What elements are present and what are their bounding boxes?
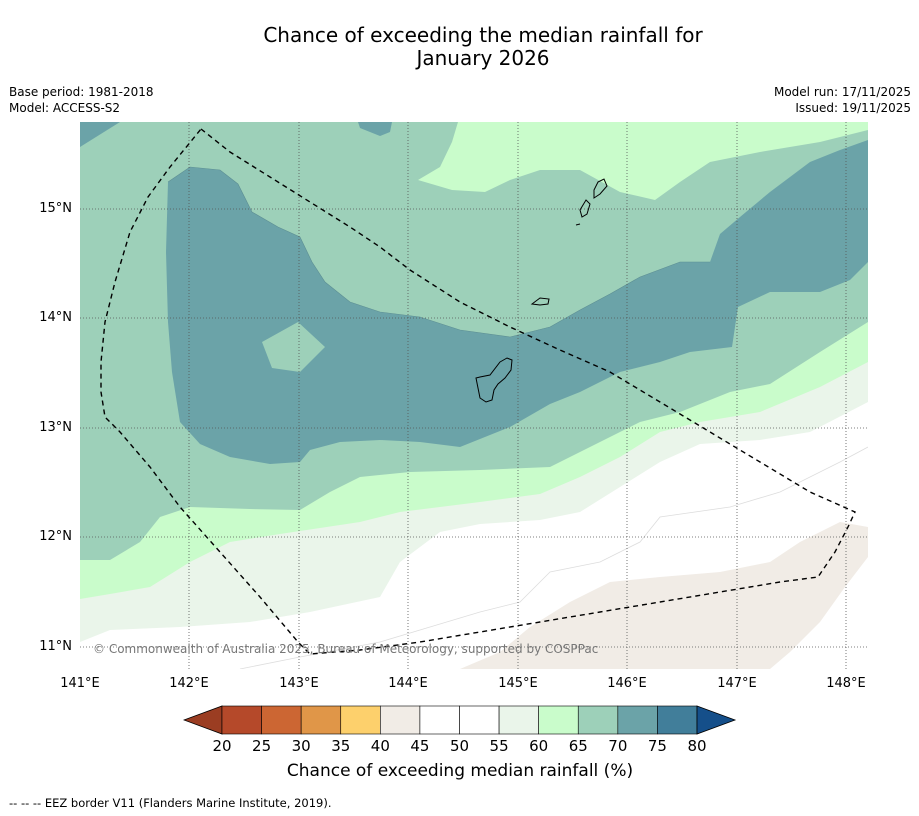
colorbar-tick-label: 80 xyxy=(687,737,707,755)
colorbar-tick-label: 55 xyxy=(489,737,509,755)
contour-70-outline xyxy=(167,166,710,338)
colorbar-cell xyxy=(577,705,619,735)
contour-line-a xyxy=(239,446,868,669)
map-title-line2: January 2026 xyxy=(416,46,550,70)
lon-label-141e: 141°E xyxy=(60,676,100,691)
colorbar-tick-label: 50 xyxy=(449,737,470,755)
colorbar-cells xyxy=(221,705,698,735)
lon-label-144e: 144°E xyxy=(388,676,428,691)
lon-label-146e: 146°E xyxy=(607,676,647,691)
colorbar-under-arrow xyxy=(183,705,223,735)
lat-label-12n: 12°N xyxy=(39,529,72,544)
rainfall-map: © Commonwealth of Australia 2025, Bureau… xyxy=(80,122,868,669)
lat-label-15n: 15°N xyxy=(39,201,72,216)
zone-70-75-patch xyxy=(358,122,392,136)
colorbar-tick-label: 75 xyxy=(647,737,667,755)
colorbar-cell xyxy=(617,705,658,735)
map-title-line1: Chance of exceeding the median rainfall … xyxy=(263,23,703,47)
rota-island xyxy=(530,297,550,306)
colorbar xyxy=(183,705,737,735)
lon-label-142e: 142°E xyxy=(169,676,209,691)
colorbar-tick-label: 70 xyxy=(608,737,628,755)
colorbar-tick-label: 35 xyxy=(331,737,351,755)
issued-text: Issued: 19/11/2025 xyxy=(795,101,911,115)
colorbar-tick-label: 30 xyxy=(291,737,311,755)
colorbar-cell xyxy=(657,705,698,735)
model-run-text: Model run: 17/11/2025 xyxy=(773,85,911,99)
lon-label-143e: 143°E xyxy=(279,676,319,691)
colorbar-cell xyxy=(459,705,500,735)
lon-label-148e: 148°E xyxy=(826,676,866,691)
colorbar-cell xyxy=(300,705,342,735)
zone-40-45 xyxy=(460,522,868,669)
colorbar-tick-label: 60 xyxy=(529,737,549,755)
base-period-text: Base period: 1981-2018 xyxy=(9,85,154,99)
colorbar-tick-label: 45 xyxy=(410,737,430,755)
colorbar-cell xyxy=(419,705,460,735)
colorbar-cell xyxy=(498,705,539,735)
eez-footnote: -- -- -- EEZ border V11 (Flanders Marine… xyxy=(9,796,332,810)
aguijan-island xyxy=(575,223,581,226)
gridlines xyxy=(80,122,868,669)
colorbar-tick-label: 20 xyxy=(212,737,232,755)
copyright-text: © Commonwealth of Australia 2025, Bureau… xyxy=(93,642,598,656)
colorbar-tick-label: 65 xyxy=(568,737,588,755)
colorbar-cell xyxy=(221,705,262,735)
guam-island xyxy=(475,357,513,403)
colorbar-cell xyxy=(538,705,579,735)
lon-label-145e: 145°E xyxy=(498,676,538,691)
colorbar-tick-label: 25 xyxy=(252,737,272,755)
model-text: Model: ACCESS-S2 xyxy=(9,101,121,115)
lon-label-147e: 147°E xyxy=(717,676,757,691)
saipan-island xyxy=(593,178,608,199)
lat-label-14n: 14°N xyxy=(39,310,72,325)
tinian-island xyxy=(579,199,591,218)
colorbar-tick-label: 40 xyxy=(370,737,390,755)
zone-65-70-island xyxy=(262,322,325,372)
colorbar-cell xyxy=(340,705,381,735)
lat-label-13n: 13°N xyxy=(39,420,72,435)
colorbar-cell xyxy=(261,705,302,735)
lat-label-11n: 11°N xyxy=(39,639,72,654)
colorbar-over-arrow xyxy=(696,705,737,735)
eez-border xyxy=(100,128,856,655)
colorbar-cell xyxy=(380,705,421,735)
zone-60-65-north xyxy=(418,122,868,200)
colorbar-title: Chance of exceeding median rainfall (%) xyxy=(286,761,634,781)
zone-70-75-main xyxy=(166,140,868,464)
zone-70-75-corner xyxy=(80,122,120,147)
